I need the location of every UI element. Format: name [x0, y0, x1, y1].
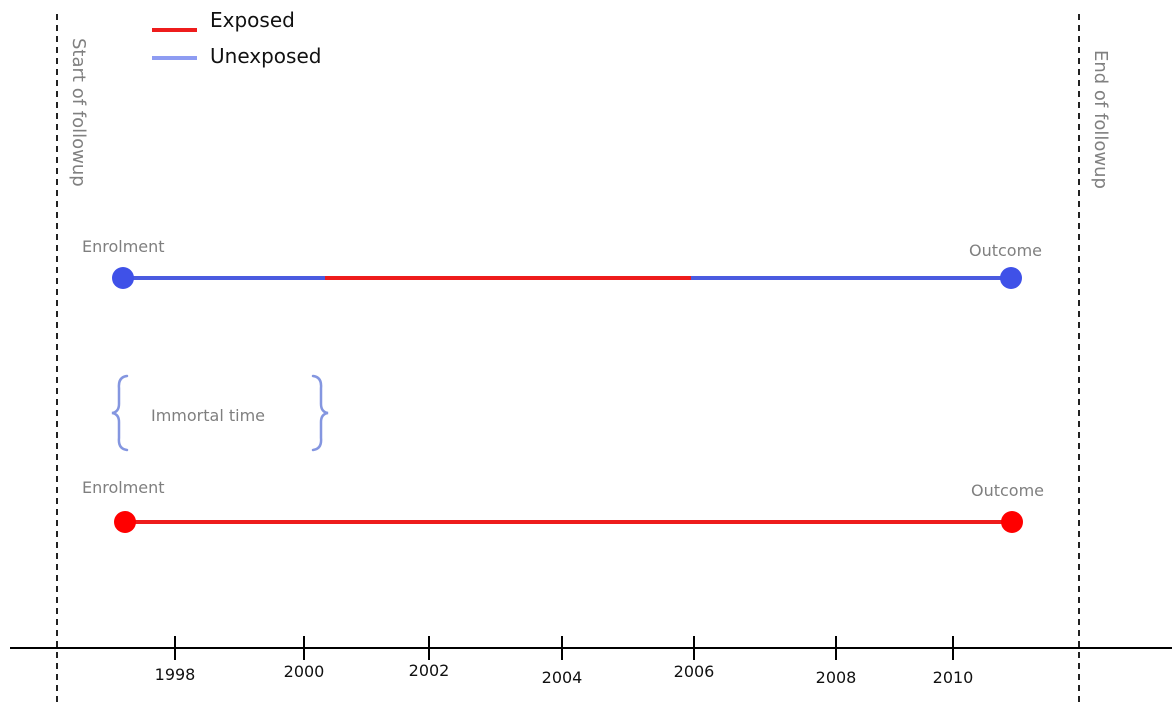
end-of-followup-label: End of followup	[1090, 50, 1111, 189]
axis-tick-label-2004: 2004	[542, 668, 583, 687]
timeline-top-outcome-dot	[1000, 267, 1022, 289]
timeline-bottom-enrolment-dot	[114, 511, 136, 533]
timeline-top-enrolment-dot	[112, 267, 134, 289]
timeline-bottom-outcome-dot	[1001, 511, 1023, 533]
timeline-top-enrolment-label: Enrolment	[82, 237, 165, 256]
immortal-time-label: Immortal time	[151, 406, 265, 425]
legend-exposed-label: Exposed	[210, 8, 295, 32]
axis-tick-label-2010: 2010	[933, 668, 974, 687]
time-axis: 1998 2000 2002 2004 2006 2008 2010	[10, 636, 1172, 687]
timeline-bottom-outcome-label: Outcome	[971, 481, 1044, 500]
timeline-top: Enrolment Outcome	[82, 237, 1042, 289]
axis-tick-label-2000: 2000	[284, 662, 325, 681]
immortal-time-annotation: Immortal time	[111, 374, 329, 452]
timeline-top-outcome-label: Outcome	[969, 241, 1042, 260]
legend-unexposed-label: Unexposed	[210, 44, 321, 68]
timeline-bottom: Enrolment Outcome	[82, 478, 1044, 533]
axis-tick-label-2002: 2002	[409, 661, 450, 680]
axis-tick-label-2006: 2006	[674, 662, 715, 681]
axis-tick-label-2008: 2008	[816, 668, 857, 687]
legend: Exposed Unexposed	[152, 8, 321, 68]
axis-tick-label-1998: 1998	[155, 665, 196, 684]
timeline-bottom-enrolment-label: Enrolment	[82, 478, 165, 497]
immortal-time-right-brace	[311, 374, 329, 452]
immortal-time-left-brace	[111, 374, 129, 452]
start-of-followup-label: Start of followup	[68, 38, 89, 187]
